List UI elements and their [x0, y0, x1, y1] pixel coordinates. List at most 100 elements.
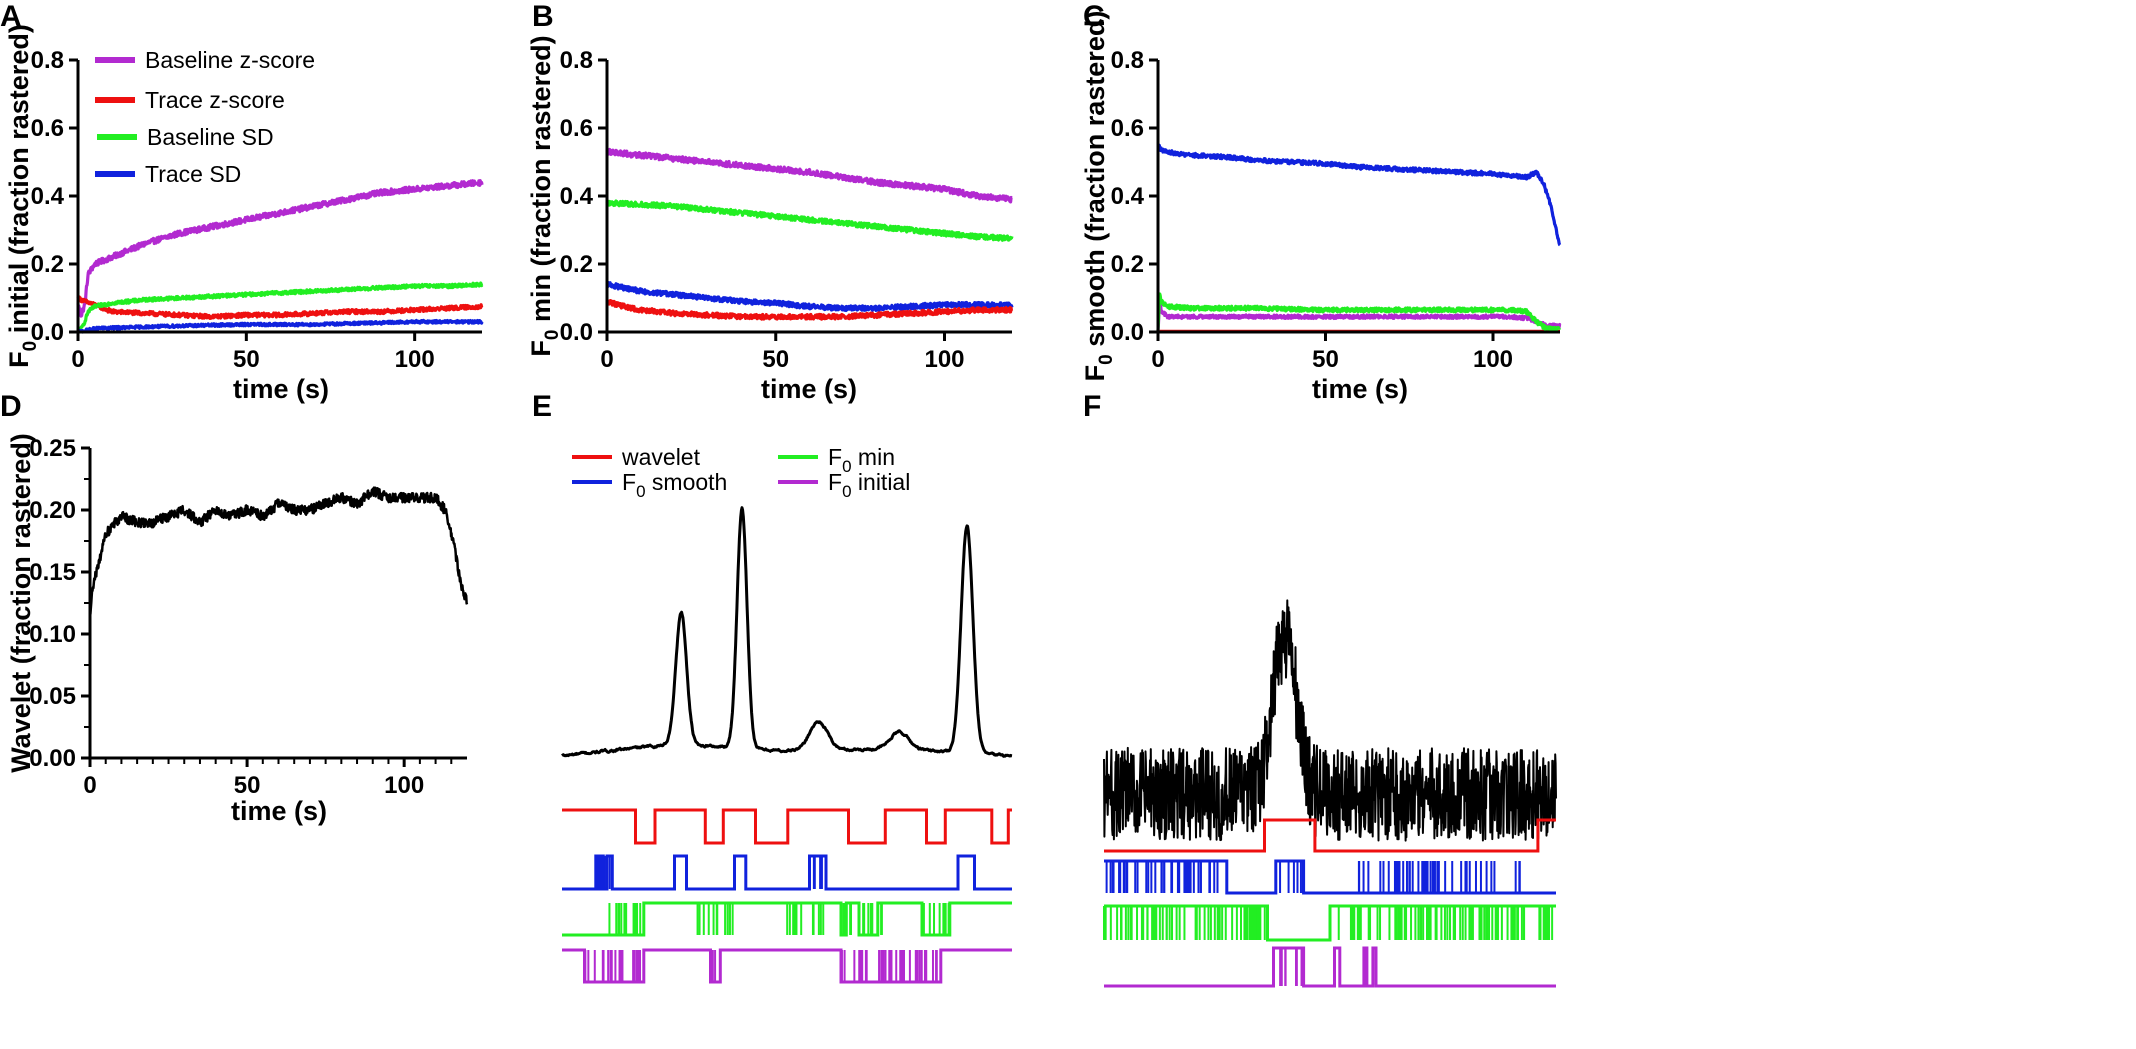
y-axis-title-prefix: F — [526, 340, 556, 357]
legend-label-prefix: F — [622, 469, 636, 495]
y-tick-label: 0.4 — [31, 183, 65, 210]
x-axis-title: time (s) — [761, 374, 857, 404]
series-line-baseline-z-score — [76, 179, 484, 318]
series-line-baseline-sd — [605, 199, 1014, 242]
legend-label-prefix: F — [828, 469, 842, 495]
legend-label-suffix: min — [852, 444, 895, 470]
y-axis-title-subscript: 0 — [542, 329, 563, 340]
chart-panel-F — [1103, 599, 1557, 988]
trace-line — [561, 506, 1013, 758]
panel-letter-F: F — [1083, 390, 1101, 423]
x-tick-label: 0 — [1151, 346, 1164, 373]
legend-label: F0 smooth — [622, 469, 727, 501]
y-tick-label: 0.2 — [1111, 251, 1144, 278]
legend-label: Baseline SD — [147, 124, 274, 150]
y-tick-label: 0.20 — [29, 497, 76, 524]
panel-letter-B: B — [532, 0, 554, 33]
x-axis-title: time (s) — [231, 796, 327, 826]
x-tick-label: 100 — [924, 346, 964, 373]
x-axis-title: time (s) — [233, 374, 329, 404]
y-axis-title-subscript: 0 — [20, 341, 41, 352]
series-line-baseline-sd — [1156, 292, 1562, 333]
y-tick-label: 0.10 — [29, 621, 76, 648]
y-axis-title-suffix: initial (fraction rastered) — [4, 24, 34, 341]
raster-line-wavelet — [562, 808, 1012, 845]
panel-letter-C: C — [1083, 0, 1105, 33]
y-tick-label: 0.6 — [1111, 115, 1144, 142]
y-tick-label: 0.15 — [29, 559, 76, 586]
y-axis-title: F0 smooth (fraction rastered) — [1080, 11, 1117, 382]
y-tick-label: 0.4 — [1111, 183, 1145, 210]
series-line-trace-sd — [605, 281, 1014, 313]
legend-label: wavelet — [621, 444, 701, 470]
x-axis-title: time (s) — [1312, 374, 1408, 404]
x-tick-label: 50 — [762, 346, 789, 373]
series-line-wavelet — [88, 486, 469, 616]
y-tick-label: 0.8 — [31, 47, 64, 74]
x-tick-label: 100 — [395, 346, 435, 373]
y-tick-label: 0.2 — [31, 251, 64, 278]
raster-line-f0-initial — [562, 948, 1012, 984]
series-line-trace-z-score — [76, 295, 484, 320]
y-tick-label: 0.0 — [31, 319, 64, 346]
legend-label-subscript: 0 — [842, 482, 851, 501]
raster-line-wavelet — [1104, 818, 1556, 853]
x-tick-label: 50 — [1312, 346, 1339, 373]
y-tick-label: 0.25 — [29, 435, 76, 462]
y-axis-title: Wavelet (fraction rastered) — [6, 433, 36, 773]
y-tick-label: 0.0 — [1111, 319, 1144, 346]
y-axis-title-suffix: min (fraction rastered) — [526, 35, 556, 329]
legend-label-subscript: 0 — [636, 482, 645, 501]
legend-label: Trace z-score — [145, 87, 285, 113]
y-axis-title-suffix: smooth (fraction rastered) — [1080, 11, 1110, 355]
y-tick-label: 0.0 — [560, 319, 593, 346]
x-tick-label: 0 — [83, 772, 96, 799]
legend-label-subscript: 0 — [842, 457, 851, 476]
x-tick-label: 100 — [384, 772, 424, 799]
panel-letter-D: D — [0, 390, 22, 423]
panel-letter-A: A — [0, 0, 22, 33]
series-line-baseline-sd — [76, 281, 484, 334]
x-tick-label: 50 — [234, 772, 261, 799]
legend-label-suffix: initial — [852, 469, 911, 495]
y-tick-label: 0.6 — [31, 115, 64, 142]
trace-line — [1103, 599, 1557, 842]
series-line-baseline-z-score — [605, 147, 1014, 204]
y-axis-title: F0 initial (fraction rastered) — [4, 24, 41, 368]
x-tick-label: 100 — [1473, 346, 1513, 373]
x-tick-label: 0 — [71, 346, 84, 373]
y-axis-title-prefix: F — [1080, 365, 1110, 382]
y-axis-title-subscript: 0 — [1096, 354, 1117, 365]
legend-label-prefix: F — [828, 444, 842, 470]
series-line-trace-sd — [1156, 143, 1562, 247]
y-tick-label: 0.00 — [29, 745, 76, 772]
raster-line-f0-initial — [1104, 946, 1556, 988]
legend-label: Baseline z-score — [145, 47, 315, 73]
y-tick-label: 0.8 — [560, 47, 593, 74]
series-line-trace-sd — [76, 318, 484, 334]
series-line-trace-z-score — [605, 299, 1014, 321]
y-axis-title-prefix: F — [4, 351, 34, 368]
y-tick-label: 0.8 — [1111, 47, 1144, 74]
y-axis-title-prefix: Wavelet (fraction rastered) — [6, 433, 36, 773]
legend-label: Trace SD — [145, 161, 241, 187]
y-axis-title: F0 min (fraction rastered) — [526, 35, 563, 356]
legend-label: F0 initial — [828, 469, 910, 501]
x-tick-label: 0 — [600, 346, 613, 373]
y-tick-label: 0.6 — [560, 115, 593, 142]
x-tick-label: 50 — [233, 346, 260, 373]
series-line-baseline-z-score — [1156, 298, 1562, 332]
legend-label-suffix: smooth — [646, 469, 728, 495]
y-tick-label: 0.4 — [560, 183, 594, 210]
chart-panel-D: 0 50 100 0.00 0.05 0.10 0.15 0.20 0.25 time (s) Wa… — [6, 433, 469, 826]
raster-line-f0-smooth — [562, 854, 1012, 891]
legend-label-prefix: wavelet — [621, 444, 701, 470]
y-tick-label: 0.2 — [560, 251, 593, 278]
y-tick-label: 0.05 — [29, 683, 76, 710]
panel-letter-E: E — [532, 390, 552, 423]
